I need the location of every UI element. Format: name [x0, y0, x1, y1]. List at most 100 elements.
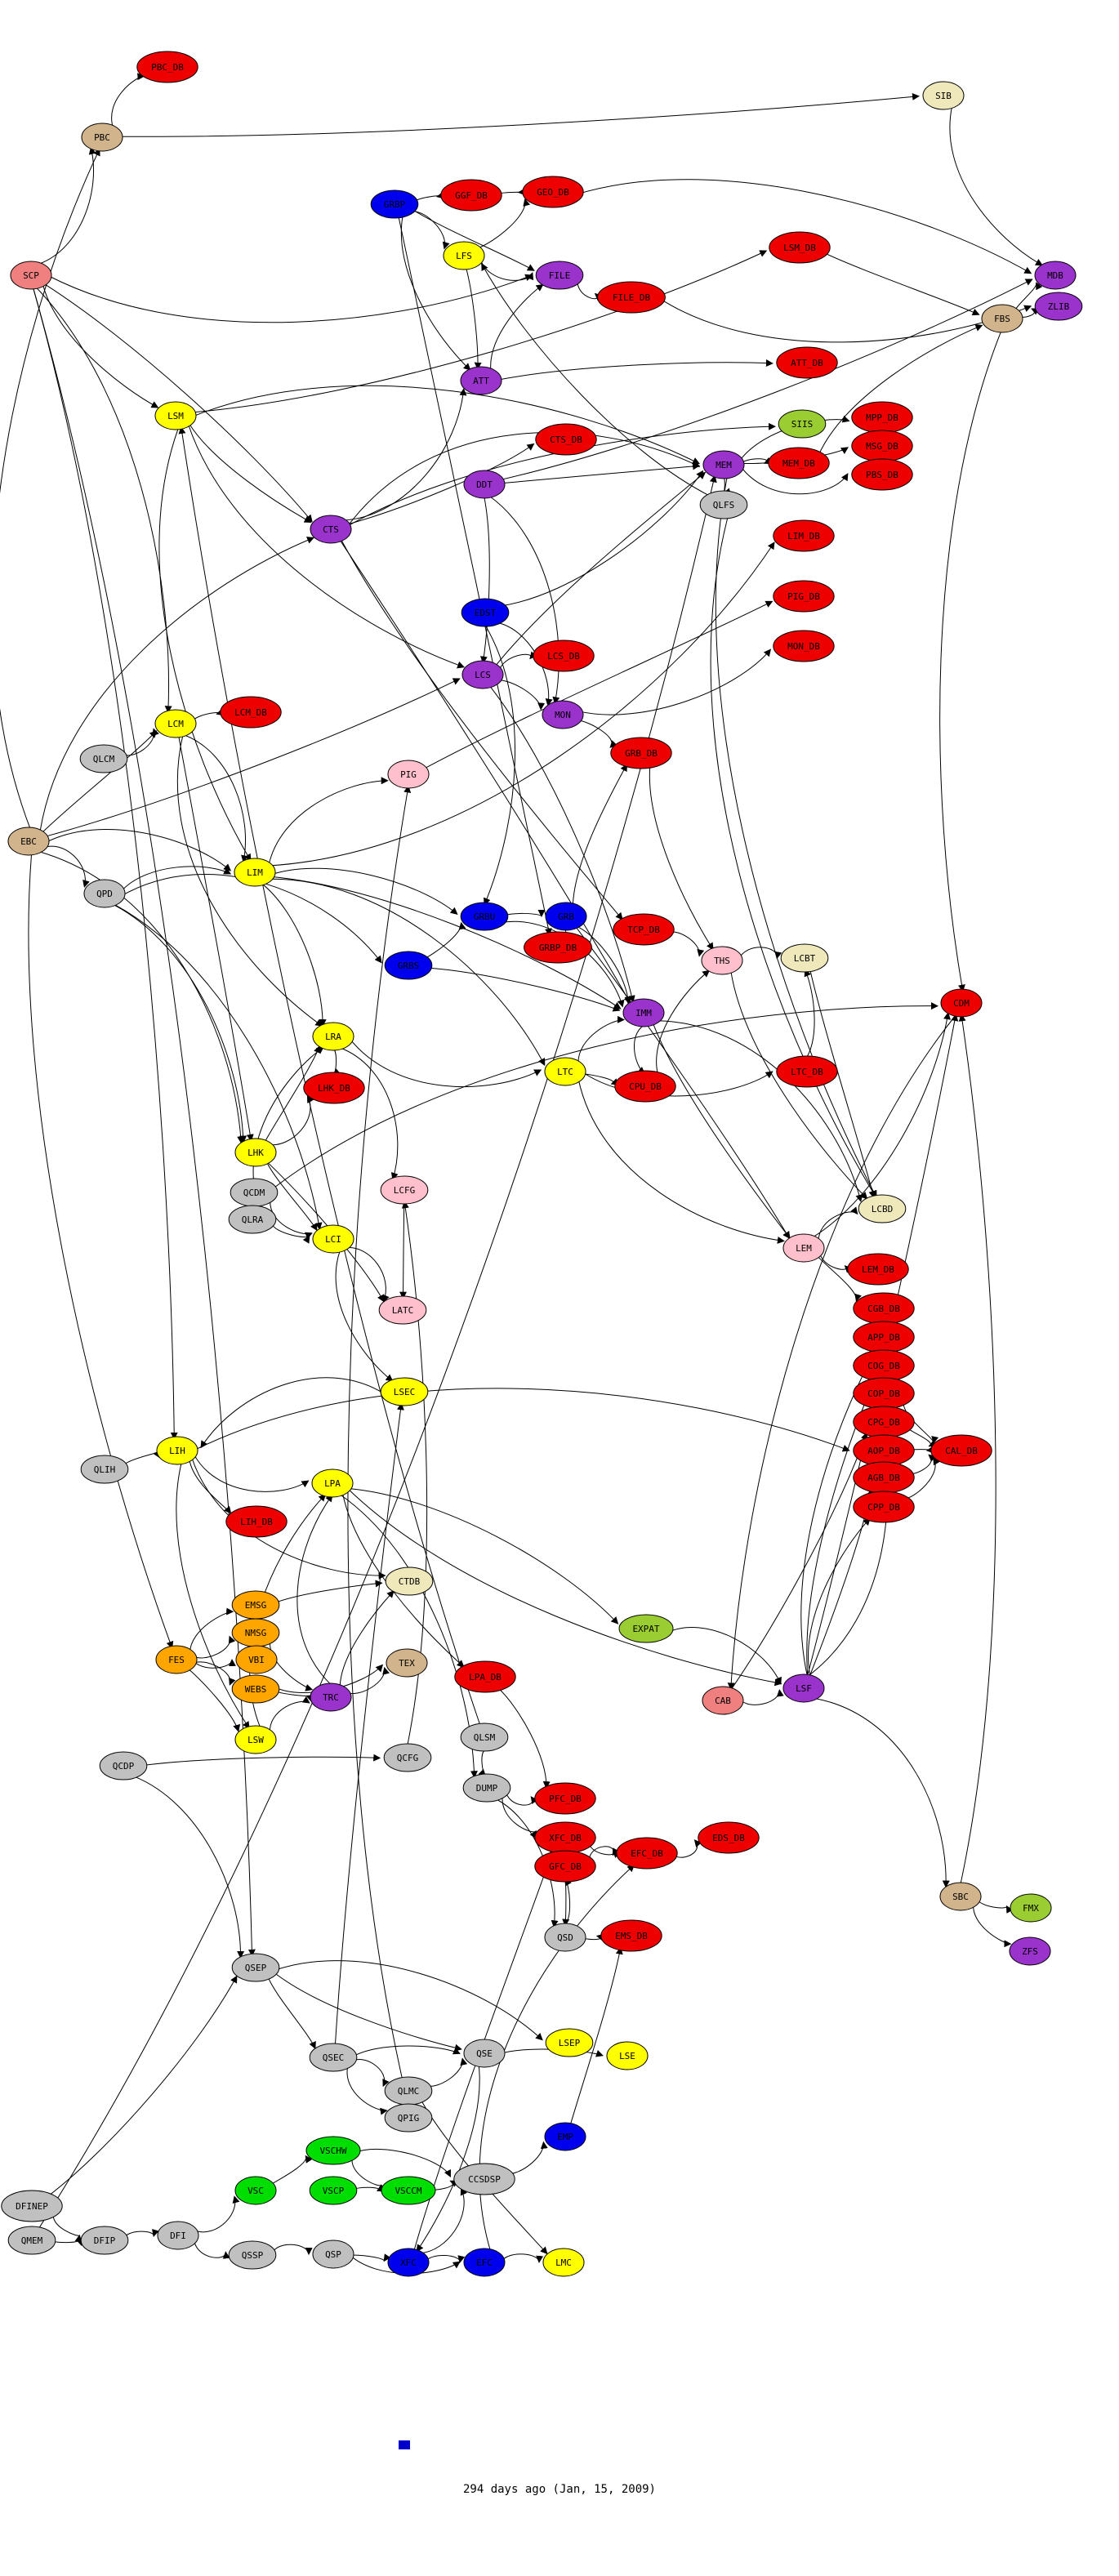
node-shape-CPU_DB: [614, 1070, 676, 1103]
node-LSM: LSM: [154, 401, 197, 430]
node-shape-LSW: [234, 1725, 277, 1754]
node-shape-TRC: [310, 1682, 352, 1712]
edge-DDT-LCS: [480, 497, 490, 664]
node-label-CAL_DB: CAL_DB: [945, 1446, 978, 1456]
edge-SBC-FMX: [976, 1898, 1014, 1914]
edge-EMP-EMS_DB: [569, 1946, 623, 2125]
node-label-QPIG: QPIG: [398, 2113, 420, 2124]
node-LCM: LCM: [154, 709, 197, 738]
edge-CTS-CTS_DB: [346, 443, 535, 525]
node-COG_DB: COG_DB: [853, 1349, 915, 1382]
node-label-LEM: LEM: [796, 1243, 812, 1254]
node-shape-ZFS: [1009, 1936, 1051, 1966]
node-QLIH: QLIH: [80, 1455, 129, 1484]
edge-VSCHW-CCSDSP: [354, 2148, 451, 2177]
edge-EBC-LCS: [43, 678, 461, 838]
node-shape-MDB: [1034, 261, 1077, 290]
node-label-SIB: SIB: [935, 91, 952, 101]
node-label-QPD: QPD: [96, 889, 113, 899]
node-label-DFIP: DFIP: [94, 2235, 116, 2246]
node-LCBT: LCBT: [780, 943, 829, 973]
edge-SIB-MDB: [949, 105, 1043, 266]
node-shape-CDM: [940, 988, 983, 1018]
node-CTS_DB: CTS_DB: [535, 423, 597, 456]
node-LSW: LSW: [234, 1725, 277, 1754]
node-label-XFC: XFC: [400, 2257, 417, 2268]
node-QSE: QSE: [463, 2039, 506, 2068]
edge-GEO_DB-MDB: [577, 179, 1032, 274]
node-shape-LSM_DB: [769, 231, 831, 264]
node-VSCHW: VSCHW: [305, 2136, 361, 2165]
node-shape-LCBD: [858, 1194, 907, 1223]
node-LCM_DB: LCM_DB: [220, 696, 282, 729]
node-label-LSW: LSW: [247, 1735, 264, 1745]
edge-LIH-AOP_DB: [193, 1388, 850, 1452]
node-shape-EXPAT: [618, 1614, 674, 1643]
node-MON_DB: MON_DB: [773, 630, 835, 662]
node-label-LFS: LFS: [456, 251, 472, 261]
node-shape-CCSDSP: [453, 2163, 515, 2195]
node-shape-CPP_DB: [853, 1491, 915, 1523]
node-GRBU: GRBU: [460, 902, 509, 931]
node-shape-PIG_DB: [773, 580, 835, 613]
node-LPA_DB: LPA_DB: [454, 1660, 516, 1693]
node-shape-LCM: [154, 709, 197, 738]
node-shape-LCS_DB: [533, 640, 595, 672]
node-label-EMS_DB: EMS_DB: [615, 1931, 648, 1941]
node-shape-LATC: [378, 1295, 427, 1325]
edge-SCP-PBC: [38, 146, 96, 265]
edge-DUMP-XFC_DB: [502, 1794, 537, 1838]
node-TEX: TEX: [386, 1648, 428, 1678]
node-shape-FMX: [1010, 1893, 1052, 1923]
edge-TRC-LPA: [296, 1494, 333, 1686]
edge-LCS-IMM: [489, 685, 635, 1003]
edge-LPA-EXPAT: [347, 1487, 619, 1624]
edge-LSW-TRC: [269, 1696, 310, 1734]
node-QLMC: QLMC: [384, 2076, 433, 2106]
node-GGF_DB: GGF_DB: [440, 179, 502, 212]
node-label-PBS_DB: PBS_DB: [866, 470, 898, 480]
node-label-LMC: LMC: [555, 2257, 572, 2268]
edge-LCS-MEM: [494, 471, 707, 667]
node-label-CGB_DB: CGB_DB: [867, 1304, 900, 1314]
edge-QLFS-LCBD: [710, 516, 877, 1198]
node-label-QSP: QSP: [325, 2249, 341, 2260]
edge-LEM-CDM: [812, 1012, 951, 1238]
node-label-LEM_DB: LEM_DB: [862, 1264, 894, 1275]
edge-CTS-IMM: [339, 539, 631, 1004]
edge-QCDP-QCFG: [141, 1754, 381, 1767]
node-label-GEO_DB: GEO_DB: [537, 187, 569, 198]
edge-CDM-CAB: [727, 1014, 956, 1691]
node-shape-LPA: [311, 1468, 354, 1498]
node-CGB_DB: CGB_DB: [853, 1292, 915, 1325]
node-GFC_DB: GFC_DB: [534, 1850, 596, 1883]
edge-LSM-LSM_DB: [191, 250, 768, 413]
edge-EBC-LCM: [41, 730, 158, 834]
node-label-MEM_DB: MEM_DB: [782, 458, 815, 469]
edge-LCM-LRA: [176, 734, 323, 1027]
edge-LTC-CPU_DB: [581, 1073, 619, 1085]
node-LSM_DB: LSM_DB: [769, 231, 831, 264]
edge-LCI-LATC: [344, 1247, 390, 1303]
node-LRA: LRA: [312, 1022, 354, 1051]
node-LIM: LIM: [234, 858, 276, 887]
edge-LCI-LSEC: [335, 1250, 394, 1382]
node-shape-MON_DB: [773, 630, 835, 662]
edge-MON-GRB_DB: [577, 720, 617, 748]
node-shape-LSM: [154, 401, 197, 430]
node-LEM_DB: LEM_DB: [847, 1253, 909, 1286]
node-label-TEX: TEX: [399, 1658, 415, 1669]
node-ZFS: ZFS: [1009, 1936, 1051, 1966]
node-XFC_DB: XFC_DB: [534, 1821, 596, 1854]
node-DFINEP: DFINEP: [1, 2190, 63, 2222]
edge-DFINEP-QSEP: [48, 1975, 238, 2196]
node-VBI: VBI: [235, 1645, 278, 1674]
edge-QPD-LIM: [120, 866, 232, 893]
node-shape-GRBP: [370, 189, 419, 219]
node-shape-LIM_DB: [773, 519, 835, 552]
node-LTC_DB: LTC_DB: [776, 1055, 838, 1088]
node-shape-EDST: [461, 598, 510, 627]
edge-LRA-LCFG: [340, 1047, 399, 1180]
edge-LSM_DB-FBS: [822, 252, 980, 316]
edge-MEM-LCBD: [715, 476, 877, 1198]
